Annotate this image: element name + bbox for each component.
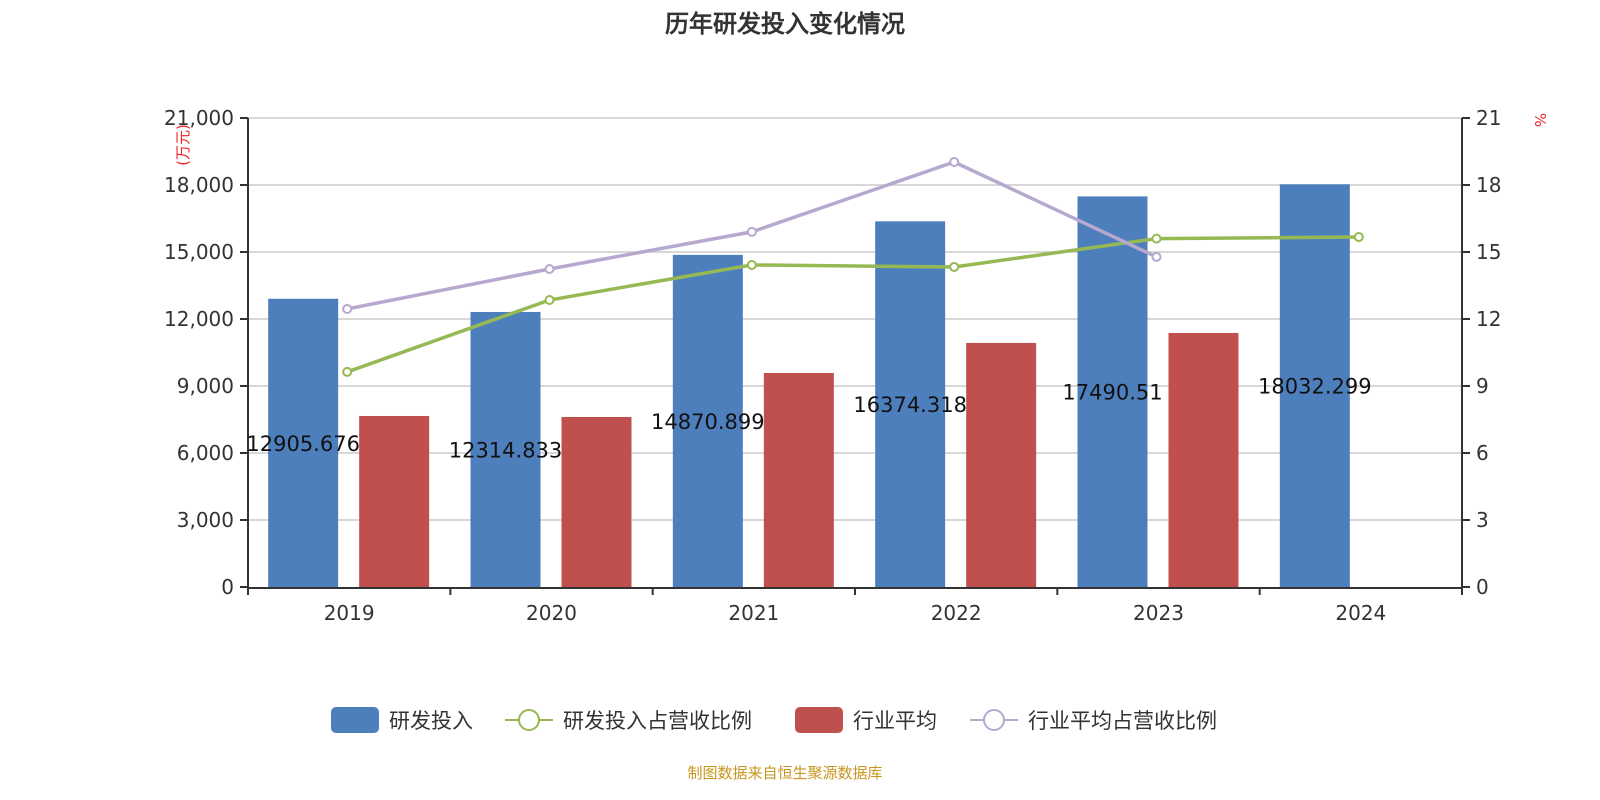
y-tick-label: 6,000 — [177, 441, 234, 465]
x-tick-label: 2023 — [1133, 601, 1184, 625]
bar-industry-average — [359, 415, 430, 587]
line-point — [1151, 233, 1162, 244]
x-tick-label: 2024 — [1335, 601, 1386, 625]
footer-source: 制图数据来自恒生聚源数据库 — [687, 764, 882, 782]
y2-tick-label: 15 — [1476, 240, 1501, 264]
bar-data-label: 12905.676 — [246, 432, 360, 456]
y2-tick-label: 3 — [1476, 508, 1489, 532]
chart-title: 历年研发投入变化情况 — [665, 10, 905, 38]
line-point — [746, 226, 757, 237]
bar-industry-average — [1168, 332, 1239, 587]
bar-data-label: 17490.51 — [1062, 381, 1162, 405]
line-point — [342, 366, 353, 377]
y-tick-label: 18,000 — [164, 173, 234, 197]
line-point — [342, 303, 353, 314]
legend-label: 研发投入占营收比例 — [563, 709, 752, 733]
line-point — [544, 295, 555, 306]
y2-tick-label: 6 — [1476, 441, 1489, 465]
bar-industry-average — [561, 416, 632, 587]
line-series — [346, 235, 1359, 374]
legend-label: 行业平均占营收比例 — [1028, 709, 1217, 733]
y-tick-label: 12,000 — [164, 307, 234, 331]
bar-industry-average — [966, 342, 1037, 587]
x-tick-label: 2020 — [526, 601, 577, 625]
bar-rd-investment — [875, 221, 946, 588]
legend-marker — [518, 709, 540, 731]
y2-tick-label: 9 — [1476, 374, 1489, 398]
y2-tick-label: 21 — [1476, 106, 1501, 130]
x-tick-label: 2021 — [728, 601, 779, 625]
y-tick-label: 0 — [221, 575, 234, 599]
line-point — [949, 156, 960, 167]
line-point — [949, 261, 960, 272]
bar-data-label: 12314.833 — [449, 438, 563, 462]
line-point — [544, 263, 555, 274]
legend-marker — [983, 709, 1005, 731]
bar-rd-investment — [1279, 184, 1350, 587]
y2-tick-label: 18 — [1476, 173, 1501, 197]
bar-data-label: 14870.899 — [651, 410, 765, 434]
bar-data-label: 18032.299 — [1258, 375, 1372, 399]
bar-industry-average — [763, 372, 834, 587]
legend-label: 研发投入 — [389, 709, 473, 733]
y-tick-label: 21,000 — [164, 106, 234, 130]
y-tick-label: 3,000 — [177, 508, 234, 532]
y2-tick-label: 0 — [1476, 575, 1489, 599]
bar-rd-investment — [672, 254, 743, 588]
bar-rd-investment — [1077, 196, 1148, 588]
y2-axis-label: % — [1531, 113, 1549, 127]
y-axis-label: (万元) — [174, 124, 192, 166]
legend-bar-swatch — [331, 707, 379, 733]
x-tick-label: 2022 — [931, 601, 982, 625]
line-point — [746, 259, 757, 270]
line-point — [1151, 251, 1162, 262]
x-tick-label: 2019 — [324, 601, 375, 625]
legend-label: 行业平均 — [853, 709, 937, 733]
line-point — [1353, 232, 1364, 243]
y-tick-label: 15,000 — [164, 240, 234, 264]
y-tick-label: 9,000 — [177, 374, 234, 398]
bar-rd-investment — [470, 311, 541, 587]
bar-data-label: 16374.318 — [853, 393, 967, 417]
legend-bar-swatch — [795, 707, 843, 733]
y2-tick-label: 12 — [1476, 307, 1501, 331]
bar-rd-investment — [268, 298, 339, 587]
